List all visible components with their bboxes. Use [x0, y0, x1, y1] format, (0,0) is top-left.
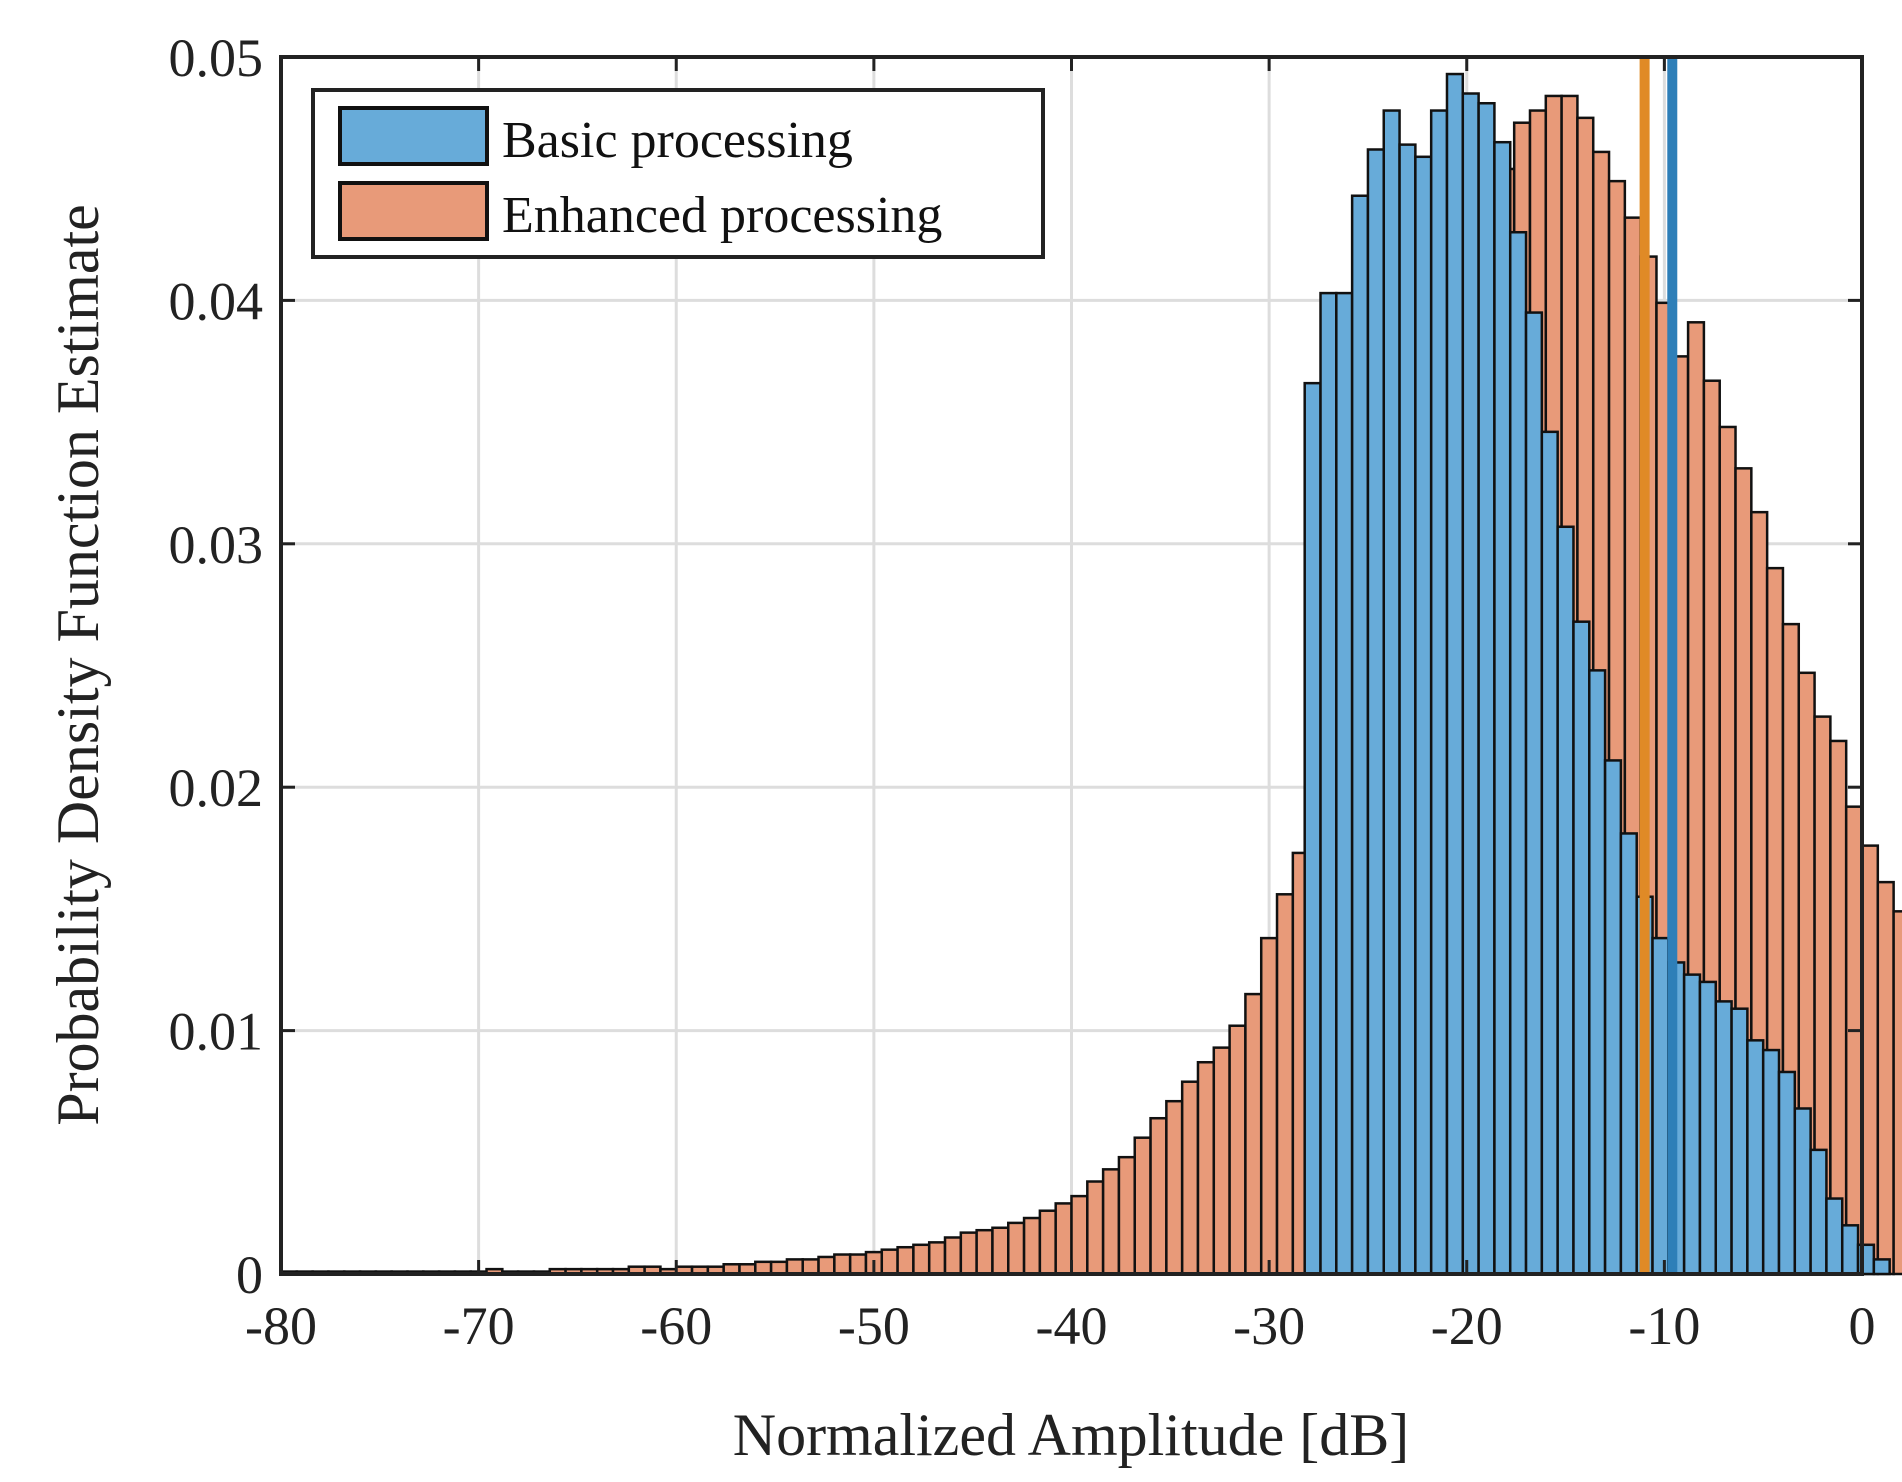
- enhanced-processing-bar: [1086, 1180, 1105, 1276]
- enhanced-processing-bar: [1007, 1221, 1026, 1276]
- enhanced-processing-bar: [1101, 1168, 1121, 1276]
- basic-processing-bar: [1445, 72, 1465, 1276]
- x-tick-label: -50: [838, 1296, 910, 1356]
- basic-processing-bar: [1572, 620, 1591, 1276]
- basic-processing-bar: [1382, 109, 1401, 1276]
- enhanced-processing-bar: [912, 1243, 931, 1276]
- basic-processing-bar: [1809, 1148, 1828, 1276]
- basic-processing-bar: [1682, 973, 1702, 1276]
- enhanced-processing-bar: [1275, 893, 1295, 1276]
- basic-processing-bar: [1603, 759, 1623, 1276]
- enhanced-processing-bar: [1133, 1136, 1152, 1276]
- y-axis-label: Probability Density Function Estimate: [45, 204, 111, 1126]
- basic-processing-bar: [1872, 1258, 1891, 1276]
- enhanced-processing-bar: [991, 1226, 1010, 1276]
- x-tick-label: -70: [443, 1296, 515, 1356]
- basic-processing-bar: [1698, 980, 1718, 1276]
- basic-processing-bar: [1777, 1070, 1797, 1276]
- basic-processing-bar: [1429, 109, 1449, 1276]
- y-tick-label: 0.05: [169, 28, 264, 88]
- enhanced-processing-bar: [1117, 1155, 1136, 1276]
- basic-processing-bar: [1825, 1197, 1844, 1276]
- basic-processing-bar: [1540, 430, 1559, 1276]
- enhanced-processing-bar: [1259, 936, 1279, 1276]
- enhanced-processing-bar: [896, 1245, 915, 1276]
- basic-processing-bar: [1319, 291, 1338, 1276]
- y-tick-label: 0.01: [169, 1002, 264, 1062]
- enhanced-processing-bar: [959, 1231, 978, 1276]
- basic-processing-bar: [1793, 1107, 1812, 1276]
- basic-processing-bar: [1493, 140, 1512, 1276]
- enhanced-processing-bar: [880, 1248, 899, 1276]
- basic-processing-bar: [1350, 194, 1370, 1276]
- enhanced-processing-bar: [1196, 1060, 1216, 1276]
- x-tick-label: -30: [1233, 1296, 1305, 1356]
- enhanced-processing-bar: [1844, 805, 1864, 1276]
- enhanced-processing-bar: [1180, 1080, 1200, 1276]
- enhanced-processing-bar: [927, 1241, 947, 1276]
- basic-processing-bar: [1366, 148, 1385, 1276]
- basic-processing-bar: [1588, 669, 1607, 1276]
- basic-processing-bar: [1556, 525, 1575, 1276]
- basic-processing-bar: [1335, 291, 1354, 1276]
- basic-processing-bar: [1714, 1000, 1733, 1276]
- enhanced-processing-bar: [833, 1253, 852, 1276]
- x-tick-label: -20: [1431, 1296, 1503, 1356]
- y-tick-label: 0.02: [169, 758, 264, 818]
- enhanced-processing-bar: [1022, 1216, 1042, 1276]
- enhanced-processing-bar: [1860, 844, 1880, 1276]
- legend-swatch-basic: [338, 106, 489, 166]
- basic-processing-bar: [1303, 381, 1322, 1276]
- axis-ticks: [279, 55, 1864, 1276]
- enhanced-processing-bar: [1244, 992, 1263, 1276]
- x-tick-label: -40: [1036, 1296, 1108, 1356]
- legend-swatch-enhanced: [338, 181, 489, 241]
- basic-processing-bars: [1303, 72, 1891, 1276]
- y-tick-label: 0: [236, 1245, 263, 1305]
- basic-processing-bar: [1398, 143, 1417, 1276]
- threshold-lines: [1639, 57, 1678, 1274]
- legend: Basic processing Enhanced processing: [311, 88, 1045, 259]
- enhanced-processing-bar: [817, 1255, 836, 1276]
- x-tick-label: -80: [245, 1296, 317, 1356]
- x-tick-label: -60: [640, 1296, 712, 1356]
- basic-processing-bar: [1746, 1039, 1765, 1276]
- enhanced-processing-bar: [975, 1228, 994, 1276]
- enhanced-processing-bar: [801, 1258, 820, 1276]
- basic-processing-bar: [1619, 832, 1638, 1276]
- basic-processing-bar: [1730, 1007, 1749, 1276]
- basic-processing-bar: [1414, 155, 1433, 1276]
- legend-label-enhanced: Enhanced processing: [502, 187, 942, 244]
- basic-processing-bar: [1524, 311, 1544, 1276]
- enhanced-processing-bar: [1212, 1046, 1231, 1276]
- enhanced-processing-bar: [1165, 1099, 1184, 1276]
- x-axis-tick-labels: -80 -70 -60 -50 -40 -30 -20 -10 0: [245, 1296, 1875, 1356]
- basic-processing-bar: [1461, 92, 1480, 1276]
- enhanced-processing-bar: [1228, 1024, 1247, 1276]
- enhanced-processing-bar: [1149, 1116, 1168, 1276]
- enhanced-processing-bar: [848, 1253, 868, 1276]
- legend-label-basic: Basic processing: [502, 112, 853, 169]
- basic-processing-bar: [1477, 101, 1496, 1276]
- enhanced-processing-bar: [1070, 1194, 1089, 1276]
- basic-processing-bar: [1840, 1224, 1860, 1276]
- enhanced-processing-bar: [1829, 739, 1848, 1276]
- enhanced-processing-bar: [1054, 1202, 1073, 1276]
- y-axis-tick-labels: 0 0.01 0.02 0.03 0.04 0.05: [169, 28, 264, 1305]
- y-tick-label: 0.03: [169, 515, 264, 575]
- enhanced-processing-bar: [1892, 910, 1902, 1276]
- enhanced-processing-bar: [785, 1258, 804, 1276]
- enhanced-processing-bar: [1038, 1209, 1057, 1276]
- y-tick-label: 0.04: [169, 271, 264, 331]
- x-tick-label: 0: [1849, 1296, 1876, 1356]
- enhanced-processing-bar: [1876, 880, 1895, 1276]
- x-axis-label: Normalized Amplitude [dB]: [733, 1402, 1410, 1468]
- basic-processing-bar: [1508, 230, 1528, 1276]
- basic-processing-bar: [1761, 1048, 1781, 1276]
- enhanced-processing-bar: [943, 1236, 963, 1276]
- basic-processing-bar: [1651, 936, 1670, 1276]
- x-tick-label: -10: [1628, 1296, 1700, 1356]
